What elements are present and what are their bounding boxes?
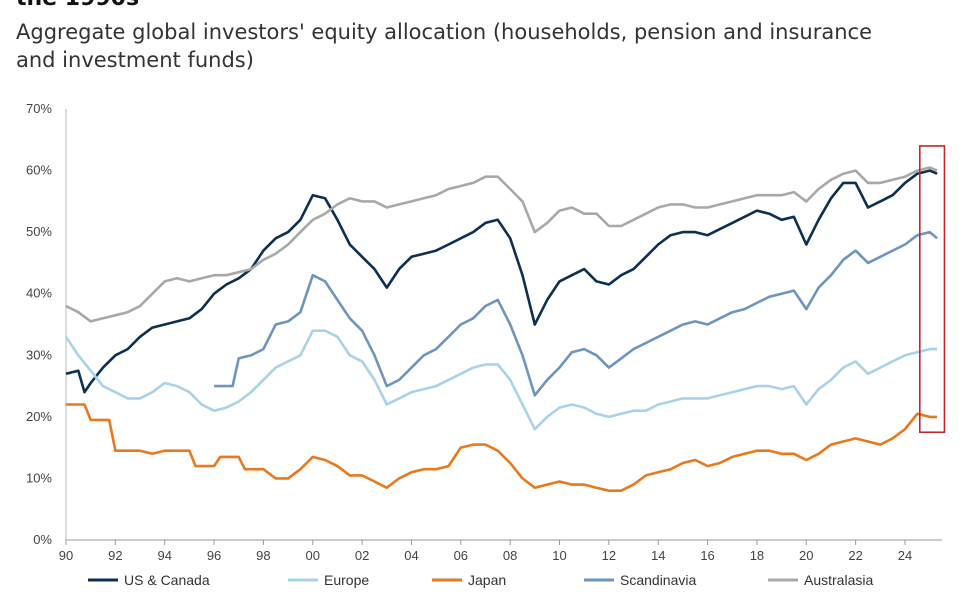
- y-tick-label: 40%: [26, 286, 52, 301]
- legend-label: US & Canada: [124, 572, 210, 588]
- x-tick-label: 16: [700, 548, 714, 563]
- y-tick-label: 10%: [26, 470, 52, 485]
- x-tick-label: 96: [207, 548, 221, 563]
- x-tick-label: 90: [59, 548, 73, 563]
- series-lines: [64, 166, 938, 492]
- series-line-us-canada: [65, 169, 938, 394]
- y-tick-label: 0%: [33, 532, 52, 547]
- x-tick-label: 24: [898, 548, 912, 563]
- chart-subtitle: Aggregate global investors' equity alloc…: [16, 20, 872, 72]
- legend-label: Australasia: [804, 572, 873, 588]
- x-tick-label: 12: [602, 548, 616, 563]
- legend-label: Japan: [468, 572, 506, 588]
- legend: US & Canada Europe Japan Scandinavia Austral…: [88, 572, 873, 588]
- x-tick-label: 20: [799, 548, 813, 563]
- x-axis: 90 92 94 96 98 00 02 04 06 08 10 12 14 16 18 20 22 24: [59, 540, 912, 563]
- grid: [65, 109, 942, 541]
- series-line-scandinavia: [214, 230, 938, 397]
- legend-label: Scandinavia: [620, 572, 696, 588]
- x-tick-label: 06: [454, 548, 468, 563]
- y-tick-label: 50%: [26, 224, 52, 239]
- x-tick-label: 14: [651, 548, 665, 563]
- chart-title-fragment: the 1990s: [16, 0, 139, 11]
- series-line-japan: [66, 403, 938, 492]
- y-tick-label: 20%: [26, 409, 52, 424]
- y-tick-label: 30%: [26, 347, 52, 362]
- highlight-box: [918, 145, 946, 434]
- x-tick-label: 92: [108, 548, 122, 563]
- x-tick-label: 18: [750, 548, 764, 563]
- x-tick-label: 10: [552, 548, 566, 563]
- series-line-australasia: [65, 166, 938, 323]
- series-line-europe: [64, 329, 938, 431]
- highlight-rect: [918, 145, 946, 434]
- x-tick-label: 98: [256, 548, 270, 563]
- y-tick-label: 60%: [26, 163, 52, 178]
- x-tick-label: 02: [355, 548, 369, 563]
- x-tick-label: 22: [848, 548, 862, 563]
- x-tick-label: 08: [503, 548, 517, 563]
- x-tick-label: 94: [157, 548, 171, 563]
- legend-label: Europe: [324, 572, 369, 588]
- y-tick-label: 70%: [26, 101, 52, 116]
- x-tick-label: 04: [404, 548, 418, 563]
- x-tick-label: 00: [306, 548, 320, 563]
- y-axis: 0% 10% 20% 30% 40% 50% 60% 70%: [26, 101, 52, 547]
